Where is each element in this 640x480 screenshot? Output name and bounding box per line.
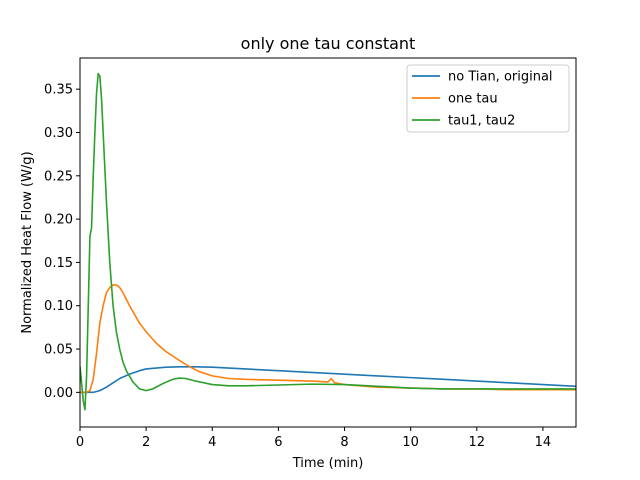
legend-label: no Tian, original bbox=[448, 70, 553, 85]
y-axis-label: Normalized Heat Flow (W/g) bbox=[20, 151, 35, 333]
x-tick-label: 10 bbox=[402, 435, 419, 450]
ticks-layer: 0 2 4 6 8 10 12 14 0.00 0.05 0.10 0.15 0.20 0.25 0.30 0… bbox=[44, 83, 551, 450]
legend-box bbox=[406, 64, 570, 133]
legend-label: tau1, tau2 bbox=[448, 114, 515, 129]
x-tick-label: 4 bbox=[208, 435, 216, 450]
y-tick-label: 0.05 bbox=[44, 343, 73, 358]
series-layer bbox=[80, 72, 576, 411]
x-tick-label: 12 bbox=[469, 435, 486, 450]
y-tick-label: 0.10 bbox=[44, 299, 73, 314]
y-tick-label: 0.30 bbox=[44, 126, 73, 141]
y-tick-label: 0.00 bbox=[44, 386, 73, 401]
x-tick-label: 6 bbox=[274, 435, 282, 450]
plot-frame bbox=[79, 57, 577, 428]
y-tick-label: 0.20 bbox=[44, 213, 73, 228]
y-tick-label: 0.35 bbox=[44, 83, 73, 98]
y-tick-label: 0.15 bbox=[44, 256, 73, 271]
series-line-3 bbox=[80, 72, 576, 411]
series-line-1 bbox=[80, 365, 576, 394]
x-tick-label: 0 bbox=[76, 435, 84, 450]
legend: no Tian, original one tau tau1, tau2 bbox=[406, 64, 570, 133]
x-axis-label: Time (min) bbox=[292, 456, 364, 471]
legend-label: one tau bbox=[448, 92, 498, 107]
x-tick-label: 8 bbox=[340, 435, 348, 450]
chart-title: only one tau constant bbox=[241, 34, 416, 53]
x-tick-label: 14 bbox=[535, 435, 552, 450]
x-tick-label: 2 bbox=[142, 435, 150, 450]
y-tick-label: 0.25 bbox=[44, 169, 73, 184]
